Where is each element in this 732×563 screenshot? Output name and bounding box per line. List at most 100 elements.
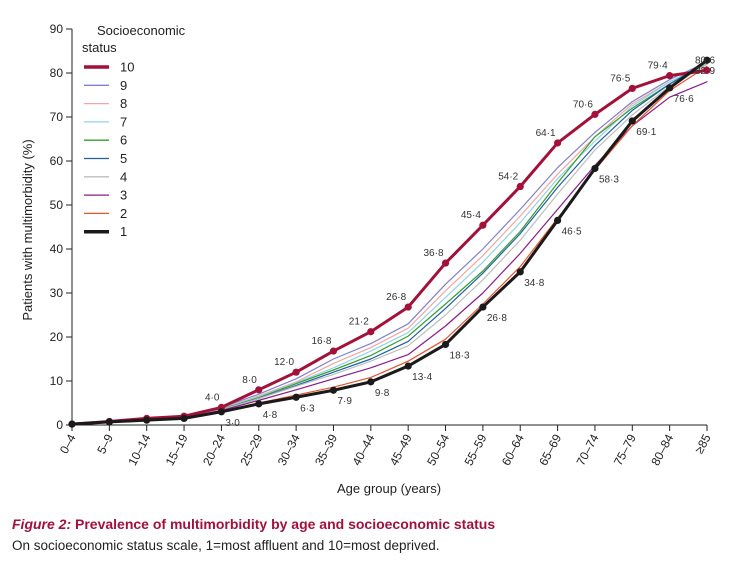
series-1-point [479,303,487,311]
data-label: 34·8 [524,278,544,289]
data-label: 46·5 [562,226,582,237]
chart-axes: 0 10 20 30 40 50 60 70 80 90 0–4 5–9 10–14 15–19 20–24… [50,22,714,468]
data-label: 79·4 [648,61,668,72]
series-10-point [292,368,300,376]
data-label: 76·6 [674,94,694,105]
series-1-point [292,393,300,401]
figure-title: Prevalence of multimorbidity by age and … [75,516,496,532]
legend-label: 1 [120,224,127,239]
y-tick-label: 40 [50,242,64,256]
data-label: 76·5 [610,73,630,84]
data-label: 64·1 [536,128,556,139]
series-10-point [516,182,524,191]
series-10-point [329,347,338,355]
series-10-point [703,66,711,74]
series-1-point [105,418,113,426]
data-label: 69·1 [636,127,656,138]
series-10-point [591,110,599,118]
x-axis-title: Age group (years) [337,481,441,496]
data-label: 4·0 [205,392,220,403]
figure-caption-title: Figure 2: Prevalence of multimorbidity b… [12,516,722,532]
series-1-point [591,164,599,173]
x-tick-label: 50–54 [424,432,452,468]
data-label: 13·4 [412,372,432,383]
x-tick-label: 25–29 [237,432,265,468]
series-10-point [628,84,636,92]
y-tick-label: 20 [50,330,64,344]
x-tick-label: 75–79 [611,432,639,468]
series-10-point [666,72,674,80]
series-line-2 [71,65,708,425]
x-tick-label: 30–34 [275,432,303,468]
data-label: 54·2 [498,172,518,183]
series-10-point [441,259,450,267]
series-1-point [68,420,76,428]
y-tick-label: 0 [56,418,63,432]
y-tick-label: 90 [50,22,64,36]
y-tick-label: 50 [50,198,64,212]
x-tick-label: 65–69 [536,432,564,468]
data-label: 45·4 [461,210,481,221]
series-10-point [367,328,375,336]
legend-label: 2 [120,206,127,221]
series-1-point [404,362,412,370]
series-1-point [628,117,636,125]
x-tick-label: 55–59 [462,432,490,468]
data-label: 26·8 [487,313,507,324]
series-1-point [553,216,562,224]
x-tick-label: 60–64 [499,432,527,468]
x-tick-label: 20–24 [200,432,228,468]
figure-label: Figure 2: [12,516,72,532]
series-1-point [703,56,711,64]
series-1-point [367,378,375,386]
x-tick-label: 5–9 [94,432,116,457]
x-tick-label: 0–4 [57,432,79,457]
y-tick-label: 80 [50,66,64,80]
y-tick-label: 70 [50,110,64,124]
y-tick-label: 10 [50,374,64,388]
series-1-point [143,416,151,424]
legend-label: 10 [120,60,134,75]
data-label: 70·6 [573,99,593,110]
series-1-point [255,400,263,408]
data-label: 6·3 [300,403,315,414]
series-1-point [180,414,188,422]
data-label: 4·8 [263,410,278,421]
legend-label: 6 [120,133,127,148]
legend-label: 4 [120,169,127,184]
series-1-point [516,268,524,276]
x-tick-label: 35–39 [312,432,340,468]
x-tick-label: 15–19 [163,432,191,468]
data-label: 58·3 [599,174,619,185]
data-label: 16·8 [311,336,331,347]
series-10-point [404,303,412,311]
data-label: 3·0 [225,418,240,429]
legend-title-line2: status [82,40,117,55]
x-tick-label: 70–74 [574,432,602,468]
y-tick-label: 30 [50,286,64,300]
x-tick-label: ≥85 [692,432,714,456]
data-label: 9·8 [375,388,390,399]
legend-label: 5 [120,151,127,166]
x-tick-label: 80–84 [648,432,676,468]
series-1-point [666,84,674,92]
x-tick-label: 45–49 [387,432,415,468]
x-tick-label: 40–44 [349,432,377,468]
figure-caption-note: On socioeconomic status scale, 1=most af… [12,538,440,553]
legend-label: 9 [120,78,127,93]
series-lines [68,56,711,428]
legend-label: 7 [120,114,127,129]
y-tick-label: 60 [50,154,64,168]
series-line-1 [70,58,709,426]
multimorbidity-chart: 0 10 20 30 40 50 60 70 80 90 0–4 5–9 10–14 15–19 20–24… [20,22,715,496]
series-10-point [255,386,263,394]
series-1-point [441,340,450,349]
data-label: 36·8 [424,248,444,259]
series-1-point [217,408,226,416]
legend-title: Socioeconomic [97,23,186,38]
data-label: 7·9 [337,396,352,407]
data-label: 82·9 [695,66,715,77]
series-line-10 [70,68,709,426]
data-label: 80·6 [695,55,715,66]
data-label: 12·0 [274,357,294,368]
